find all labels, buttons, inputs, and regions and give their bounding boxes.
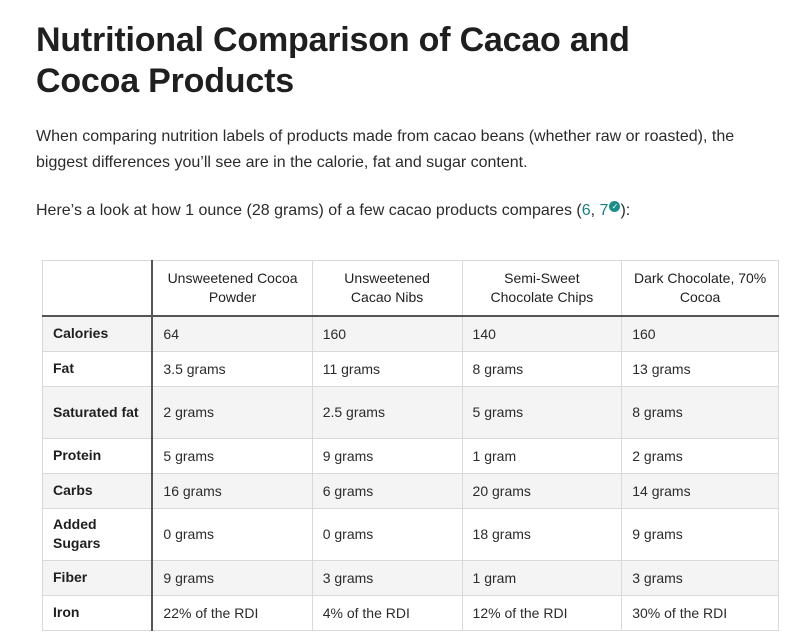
- table-cell: 3 grams: [311, 559, 463, 596]
- table-row: Calories 64 160 140 160: [42, 315, 779, 352]
- section-heading: Nutritional Comparison of Cacao and Coco…: [36, 21, 630, 100]
- intro-paragraph: When comparing nutrition labels of produ…: [36, 128, 735, 171]
- table-row: Iron 22% of the RDI 4% of the RDI 12% of…: [42, 594, 779, 631]
- table-cell: 14 grams: [621, 472, 779, 509]
- column-header: Unsweetened Cacao Nibs: [311, 260, 463, 317]
- column-header: Dark Chocolate, 70% Cocoa: [621, 260, 779, 317]
- table-cell: 1 gram: [461, 437, 623, 474]
- nutrition-comparison-table: Unsweetened Cocoa Powder Unsweetened Cac…: [42, 260, 779, 631]
- article-section: Nutritional Comparison of Cacao and Coco…: [0, 0, 799, 224]
- reference-link-7[interactable]: 7: [599, 202, 609, 219]
- table-cell: 1 gram: [461, 559, 623, 596]
- row-header: Saturated fat: [42, 385, 154, 439]
- table-row: Protein 5 grams 9 grams 1 gram 2 grams: [42, 437, 779, 474]
- table-cell: 3 grams: [621, 559, 779, 596]
- table-cell: 160: [311, 315, 463, 352]
- row-header: Iron: [42, 594, 154, 631]
- lead-end: ):: [620, 202, 631, 219]
- table-cell: 160: [621, 315, 779, 352]
- table-row: Fiber 9 grams 3 grams 1 gram 3 grams: [42, 559, 779, 596]
- table-cell: 13 grams: [621, 350, 779, 387]
- table-cell: 9 grams: [311, 437, 463, 474]
- row-header: Carbs: [42, 472, 154, 509]
- table-cell: 16 grams: [151, 472, 313, 509]
- table-cell: 11 grams: [311, 350, 463, 387]
- table-row: Fat 3.5 grams 11 grams 8 grams 13 grams: [42, 350, 779, 387]
- table-cell: 12% of the RDI: [461, 594, 623, 631]
- table-cell: 4% of the RDI: [311, 594, 463, 631]
- table-cell: 2.5 grams: [311, 385, 463, 439]
- table-cell: 5 grams: [461, 385, 623, 439]
- table-cell: 22% of the RDI: [151, 594, 313, 631]
- table-cell: 140: [461, 315, 623, 352]
- column-header: Semi-Sweet Chocolate Chips: [461, 260, 623, 317]
- header-corner-cell: [42, 260, 154, 317]
- reference-link-6[interactable]: 6: [581, 202, 591, 219]
- table-header-row: Unsweetened Cocoa Powder Unsweetened Cac…: [42, 260, 779, 317]
- column-header: Unsweetened Cocoa Powder: [151, 260, 313, 317]
- table-cell: 30% of the RDI: [621, 594, 779, 631]
- table-cell: 2 grams: [621, 437, 779, 474]
- table-cell: 18 grams: [461, 507, 623, 561]
- lead-paragraph: Here’s a look at how 1 ounce (28 grams) …: [36, 198, 786, 224]
- row-header: Calories: [42, 315, 154, 352]
- table-cell: 2 grams: [151, 385, 313, 439]
- table-cell: 3.5 grams: [151, 350, 313, 387]
- table-cell: 5 grams: [151, 437, 313, 474]
- table-cell: 6 grams: [311, 472, 463, 509]
- table-row: Saturated fat 2 grams 2.5 grams 5 grams …: [42, 385, 779, 439]
- table-cell: 9 grams: [151, 559, 313, 596]
- table-cell: 8 grams: [621, 385, 779, 439]
- table-cell: 8 grams: [461, 350, 623, 387]
- table-cell: 9 grams: [621, 507, 779, 561]
- table-row: Added Sugars 0 grams 0 grams 18 grams 9 …: [42, 507, 779, 561]
- verified-check-icon: ✓: [609, 201, 621, 212]
- table-row: Carbs 16 grams 6 grams 20 grams 14 grams: [42, 472, 779, 509]
- table-cell: 0 grams: [311, 507, 463, 561]
- reference-separator: ,: [590, 202, 600, 219]
- row-header: Added Sugars: [42, 507, 154, 561]
- table-cell: 64: [151, 315, 313, 352]
- row-header: Fat: [42, 350, 154, 387]
- row-header: Protein: [42, 437, 154, 474]
- table-cell: 0 grams: [151, 507, 313, 561]
- table-cell: 20 grams: [461, 472, 623, 509]
- row-header: Fiber: [42, 559, 154, 596]
- lead-text: Here’s a look at how 1 ounce (28 grams) …: [36, 202, 582, 219]
